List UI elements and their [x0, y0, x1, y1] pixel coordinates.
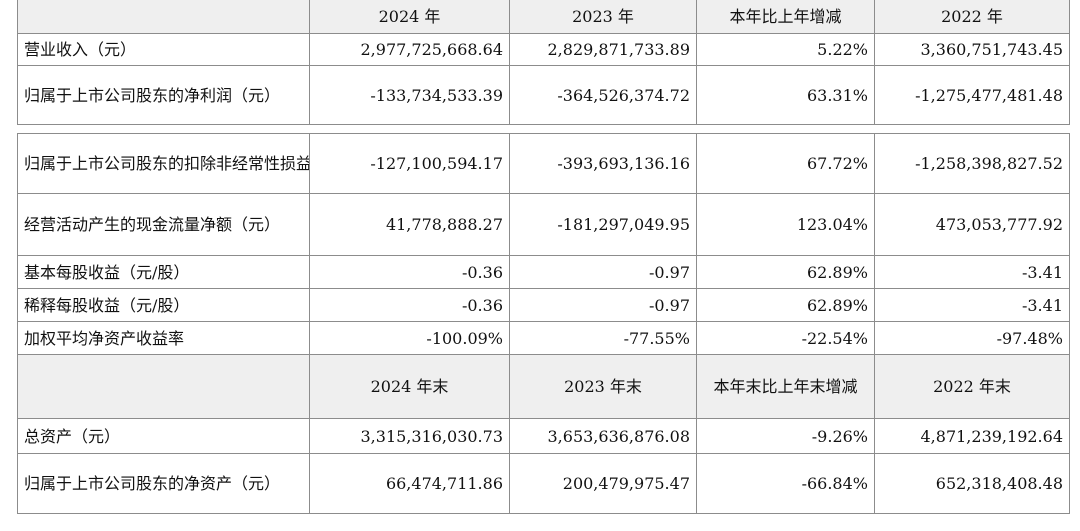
row-label: 营业收入（元）: [17, 33, 310, 66]
row-label: 经营活动产生的现金流量净额（元）: [17, 193, 310, 256]
table-row: 归属于上市公司股东的净利润（元） -133,734,533.39 -364,52…: [17, 65, 1070, 125]
value-cell: 62.89%: [696, 255, 875, 289]
value-cell: -0.97: [509, 288, 697, 322]
row-label: 归属于上市公司股东的净利润（元）: [17, 65, 310, 125]
header-change-end: 本年末比上年末增减: [696, 354, 875, 419]
value-cell: -22.54%: [696, 321, 875, 355]
value-cell: 63.31%: [696, 65, 875, 125]
value-cell: -393,693,136.16: [509, 133, 697, 194]
value-cell: -0.36: [309, 255, 510, 289]
value-cell: 67.72%: [696, 133, 875, 194]
value-cell: -127,100,594.17: [309, 133, 510, 194]
value-cell: 62.89%: [696, 288, 875, 322]
financial-table-main: 归属于上市公司股东的扣除非经常性损益的净利润（元） -127,100,594.1…: [17, 133, 1070, 514]
value-cell: -133,734,533.39: [309, 65, 510, 125]
value-cell: 123.04%: [696, 193, 875, 256]
value-cell: 4,871,239,192.64: [874, 418, 1070, 454]
value-cell: 2,829,871,733.89: [509, 33, 697, 66]
table-row: 加权平均净资产收益率 -100.09% -77.55% -22.54% -97.…: [17, 321, 1070, 355]
value-cell: -181,297,049.95: [509, 193, 697, 256]
value-cell: 3,360,751,743.45: [874, 33, 1070, 66]
header-blank-cell: [17, 354, 310, 419]
value-cell: 3,653,636,876.08: [509, 418, 697, 454]
row-label: 归属于上市公司股东的净资产（元）: [17, 453, 310, 514]
value-cell: 66,474,711.86: [309, 453, 510, 514]
value-cell: 200,479,975.47: [509, 453, 697, 514]
table-row: 归属于上市公司股东的扣除非经常性损益的净利润（元） -127,100,594.1…: [17, 133, 1070, 194]
value-cell: -66.84%: [696, 453, 875, 514]
financial-table-top: 2024 年 2023 年 本年比上年增减 2022 年 营业收入（元） 2,9…: [17, 0, 1070, 125]
value-cell: -1,275,477,481.48: [874, 65, 1070, 125]
header-row: 2024 年末 2023 年末 本年末比上年末增减 2022 年末: [17, 354, 1070, 419]
value-cell: -100.09%: [309, 321, 510, 355]
table-row: 归属于上市公司股东的净资产（元） 66,474,711.86 200,479,9…: [17, 453, 1070, 514]
table-row: 总资产（元） 3,315,316,030.73 3,653,636,876.08…: [17, 418, 1070, 454]
table-row: 经营活动产生的现金流量净额（元） 41,778,888.27 -181,297,…: [17, 193, 1070, 256]
value-cell: -3.41: [874, 255, 1070, 289]
value-cell: -77.55%: [509, 321, 697, 355]
value-cell: 473,053,777.92: [874, 193, 1070, 256]
value-cell: 652,318,408.48: [874, 453, 1070, 514]
header-row: 2024 年 2023 年 本年比上年增减 2022 年: [17, 0, 1070, 34]
value-cell: -364,526,374.72: [509, 65, 697, 125]
header-2023-end: 2023 年末: [509, 354, 697, 419]
value-cell: -0.97: [509, 255, 697, 289]
value-cell: 5.22%: [696, 33, 875, 66]
value-cell: -9.26%: [696, 418, 875, 454]
table-row: 基本每股收益（元/股） -0.36 -0.97 62.89% -3.41: [17, 255, 1070, 289]
table-row: 营业收入（元） 2,977,725,668.64 2,829,871,733.8…: [17, 33, 1070, 66]
value-cell: 2,977,725,668.64: [309, 33, 510, 66]
value-cell: -3.41: [874, 288, 1070, 322]
value-cell: 3,315,316,030.73: [309, 418, 510, 454]
row-label: 加权平均净资产收益率: [17, 321, 310, 355]
header-2024-end: 2024 年末: [309, 354, 510, 419]
header-change: 本年比上年增减: [696, 0, 875, 34]
header-2023: 2023 年: [509, 0, 697, 34]
value-cell: -97.48%: [874, 321, 1070, 355]
value-cell: -1,258,398,827.52: [874, 133, 1070, 194]
header-2022: 2022 年: [874, 0, 1070, 34]
row-label: 基本每股收益（元/股）: [17, 255, 310, 289]
table-row: 稀释每股收益（元/股） -0.36 -0.97 62.89% -3.41: [17, 288, 1070, 322]
value-cell: 41,778,888.27: [309, 193, 510, 256]
row-label: 稀释每股收益（元/股）: [17, 288, 310, 322]
header-blank-cell: [17, 0, 310, 34]
row-label: 归属于上市公司股东的扣除非经常性损益的净利润（元）: [17, 133, 310, 194]
value-cell: -0.36: [309, 288, 510, 322]
header-2022-end: 2022 年末: [874, 354, 1070, 419]
header-2024: 2024 年: [309, 0, 510, 34]
row-label: 总资产（元）: [17, 418, 310, 454]
